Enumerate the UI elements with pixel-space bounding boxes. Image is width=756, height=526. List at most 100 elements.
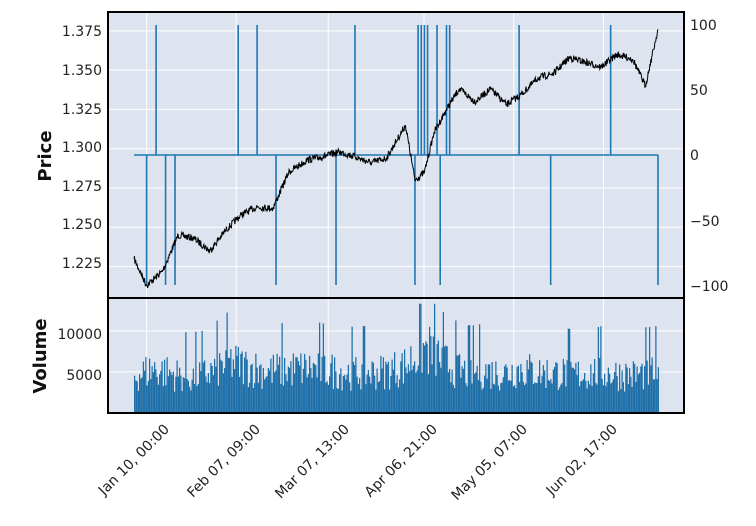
volume-bar	[510, 380, 512, 413]
volume-bar	[284, 358, 286, 413]
volume-bar	[542, 365, 544, 413]
volume-bar	[502, 377, 504, 413]
volume-bar	[442, 312, 444, 413]
volume-bar	[191, 379, 193, 413]
volume-bar	[421, 372, 423, 413]
volume-bar	[610, 383, 612, 413]
volume-bar	[201, 330, 203, 413]
volume-bar	[634, 363, 636, 413]
volume-bar	[492, 383, 494, 413]
volume-bar	[174, 391, 176, 413]
volume-bar	[619, 364, 621, 413]
volume-bar	[207, 373, 209, 413]
volume-bar	[346, 374, 348, 413]
volume-bar	[572, 367, 574, 413]
volume-bar	[390, 376, 392, 413]
volume-bar	[156, 376, 158, 413]
volume-bar	[467, 325, 469, 413]
volume-bar	[381, 368, 383, 413]
volume-bar	[580, 381, 582, 413]
volume-bar	[417, 365, 419, 413]
volume-bar	[255, 353, 257, 413]
volume-bar	[247, 387, 249, 413]
volume-bar	[281, 322, 283, 413]
volume-bar	[499, 390, 501, 413]
volume-bar	[530, 361, 532, 413]
volume-bar	[396, 375, 398, 413]
volume-bar	[332, 389, 334, 413]
volume-bar	[181, 391, 183, 413]
volume-bar	[576, 375, 578, 413]
volume-bar	[431, 364, 433, 413]
volume-bar	[362, 326, 364, 413]
volume-bar	[395, 383, 397, 413]
volume-bar	[186, 379, 188, 413]
volume-bar	[582, 379, 584, 413]
volume-bar	[496, 375, 498, 413]
volume-bar	[551, 383, 553, 413]
volume-bar	[555, 362, 557, 413]
x-ticks: Jan 10, 00:00 Feb 07, 09:00 Mar 07, 13:0…	[95, 422, 621, 504]
volume-bar	[241, 351, 243, 413]
volume-bar	[544, 370, 546, 413]
volume-bar	[579, 386, 581, 413]
volume-bar	[312, 362, 314, 413]
volume-bar	[534, 382, 536, 413]
volume-bar	[239, 376, 241, 413]
volume-bar	[377, 381, 379, 413]
volume-bar	[282, 385, 284, 413]
volume-bar	[536, 383, 538, 413]
volume-bar	[477, 380, 479, 413]
volume-bar	[654, 379, 656, 413]
volume-bar	[224, 368, 226, 413]
volume-bar	[192, 368, 194, 413]
volume-bar	[644, 366, 646, 413]
volume-bar	[554, 366, 556, 413]
volume-bar	[256, 367, 258, 413]
volume-bar	[422, 343, 424, 413]
volume-bar	[244, 357, 246, 413]
volume-bar	[611, 382, 613, 413]
volume-bar	[562, 358, 564, 413]
volume-bar	[402, 383, 404, 413]
volume-bar	[236, 355, 238, 413]
volume-bar	[441, 347, 443, 413]
volume-bar	[242, 384, 244, 413]
volume-bar	[637, 374, 639, 413]
volume-bar	[317, 353, 319, 413]
volume-bar	[204, 360, 206, 413]
volume-bars	[134, 303, 659, 413]
volume-bar	[566, 360, 568, 413]
volume-bar	[399, 379, 401, 413]
volume-bar	[624, 391, 626, 413]
volume-bar	[549, 381, 551, 413]
x-tick-label: Mar 07, 13:00	[272, 422, 353, 503]
volume-bar	[645, 327, 647, 413]
volume-bar	[575, 362, 577, 413]
volume-bar	[179, 367, 181, 413]
volume-bar	[189, 386, 191, 413]
volume-bar	[271, 382, 273, 413]
volume-bar	[387, 361, 389, 413]
volume-bar	[276, 353, 278, 413]
volume-bar	[277, 364, 279, 413]
volume-bar	[435, 375, 437, 413]
volume-bar	[439, 362, 441, 413]
volume-bar	[497, 385, 499, 413]
volume-bar	[590, 364, 592, 413]
volume-bar	[559, 387, 561, 413]
volume-bar	[272, 354, 274, 413]
volume-bar	[606, 382, 608, 413]
volume-bar	[180, 375, 182, 413]
volume-bar	[564, 364, 566, 413]
volume-bar	[521, 372, 523, 413]
volume-bar	[167, 376, 169, 413]
volume-bar	[547, 379, 549, 413]
volume-bar	[301, 383, 303, 413]
volume-bar	[320, 381, 322, 413]
volume-bar	[605, 386, 607, 413]
volume-bar	[585, 380, 587, 413]
volume-bar	[264, 379, 266, 413]
volume-bar	[354, 365, 356, 413]
volume-bar	[527, 369, 529, 413]
